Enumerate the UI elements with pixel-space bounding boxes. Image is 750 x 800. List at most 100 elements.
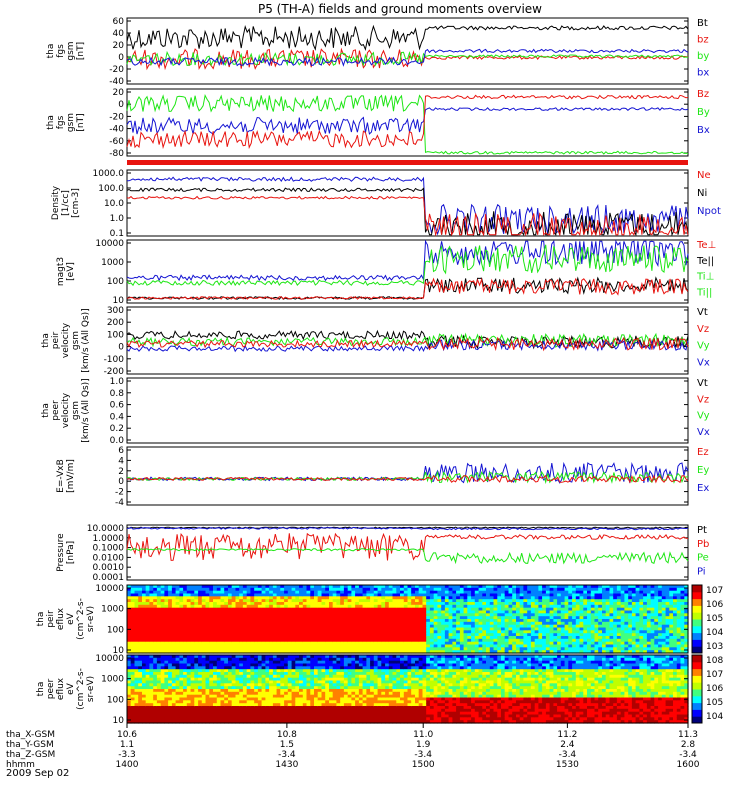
- legend-ni: Ni: [697, 188, 707, 199]
- y-axis-label: sr-eV): [86, 676, 96, 702]
- colorbar-9: 107 106 105 104 103: [691, 584, 723, 654]
- panel-1: Bt bz by bx 60 40 20 0 -20 -40 tha fgs gsm [nT]: [46, 17, 709, 87]
- y-axis-label: (cm^2-s-: [76, 668, 86, 710]
- y-axis-label: peer: [46, 678, 56, 699]
- y-axis-label: peir: [51, 331, 61, 349]
- y-axis-label: [km/s (All Qs)]: [81, 378, 91, 442]
- y-tick-label: 300: [107, 306, 124, 316]
- legend-bx: bx: [697, 68, 709, 79]
- y-tick-label: -40: [109, 125, 124, 135]
- panel-frame: [126, 239, 689, 304]
- x-axis-value: -3.4: [278, 750, 296, 760]
- y-axis-label: eflux: [56, 607, 66, 630]
- y-tick-label: 0.1000: [93, 544, 125, 554]
- ex-trace: [126, 461, 689, 484]
- y-tick-label: 100: [107, 695, 124, 705]
- y-tick-label: 10.0000: [87, 524, 124, 534]
- y-tick-label: -200: [104, 367, 125, 377]
- y-tick-label: -4: [115, 498, 124, 508]
- panel-frame: [126, 88, 689, 157]
- legend-ti: Ti||: [696, 287, 712, 298]
- legend-te: Te⊥: [696, 240, 716, 251]
- y-tick-label: 0: [118, 477, 124, 487]
- y-tick-label: 0: [118, 343, 124, 353]
- y-tick-label: 0.2: [110, 424, 124, 434]
- y-axis-label: fgs: [56, 115, 66, 129]
- panel-4: Te⊥ Te|| Ti⊥ Ti|| 10000 1000 100 10 magt3 [eV]: [56, 239, 716, 306]
- x-axis-value: 10.8: [277, 730, 297, 740]
- x-axis-value: 2.4: [560, 740, 575, 750]
- y-tick-label: 0.0100: [93, 553, 125, 563]
- y-axis-label: [mV/m]: [66, 459, 76, 493]
- quality-flag-bar: [127, 160, 688, 165]
- legend-bz: Bz: [697, 89, 709, 100]
- legend-vx: Vx: [697, 427, 710, 438]
- legend-by: By: [697, 107, 710, 118]
- legend-vy: Vy: [697, 411, 710, 422]
- Bz-trace: [126, 94, 689, 150]
- x-axis-value: -3.4: [414, 750, 432, 760]
- y-axis-label: eV: [66, 612, 76, 625]
- x-axis-value: 1530: [556, 760, 579, 770]
- pi-trace: [126, 526, 689, 531]
- y-axis-label: tha: [36, 612, 46, 627]
- legend-vy: Vy: [697, 341, 710, 352]
- y-axis-label: eV: [66, 682, 76, 695]
- x-axis-annotation: tha_X-GSM 10.6 10.8 11.0 11.2 11.3 tha_Y-GSM 1.…: [6, 723, 700, 770]
- panel-3: Ne Ni Npot 1000.0 100.0 10.0 1.0 0.1 Density [1/c…: [51, 169, 721, 239]
- pe-trace: [126, 547, 689, 565]
- x-axis-value: 11.3: [678, 730, 698, 740]
- colorbar-tick: 105: [706, 614, 723, 624]
- legend-bz: bz: [697, 35, 709, 46]
- y-tick-label: -20: [109, 112, 124, 122]
- y-axis-label: peir: [46, 610, 56, 628]
- x-axis-value: 1400: [116, 760, 139, 770]
- y-tick-label: 1.0: [110, 377, 125, 387]
- legend-vt: Vt: [697, 378, 708, 389]
- y-tick-label: 1000: [101, 605, 124, 615]
- panel-frame: [126, 17, 689, 85]
- x-axis-value: 1.1: [120, 740, 134, 750]
- y-tick-label: 2: [118, 467, 124, 477]
- vx-peir-trace: [126, 338, 689, 353]
- y-axis-label: tha: [36, 682, 46, 697]
- y-axis-label: [cm-3]: [71, 188, 81, 218]
- y-tick-label: 0.4: [110, 412, 125, 422]
- vz-peir-trace: [126, 336, 689, 352]
- y-axis-label: [eV]: [66, 262, 76, 281]
- y-tick-label: 100: [107, 330, 124, 340]
- y-axis-label: tha: [41, 403, 51, 418]
- y-tick-label: 1.0000: [93, 534, 125, 544]
- y-tick-label: 200: [107, 318, 124, 328]
- y-tick-label: 100.0: [98, 184, 124, 194]
- y-axis-label: eflux: [56, 677, 66, 700]
- x-axis-value: -3.3: [118, 750, 136, 760]
- y-axis-label: fgs: [56, 44, 66, 58]
- colorbar-tick: 104: [706, 712, 723, 722]
- y-axis-label: [1/cc]: [61, 190, 71, 216]
- x-axis-value: 11.2: [557, 730, 577, 740]
- y-axis-label: velocity: [61, 392, 71, 428]
- y-axis-label: peer: [51, 400, 61, 421]
- y-tick-label: -2: [115, 488, 124, 498]
- y-tick-label: 10.0: [104, 199, 124, 209]
- figure-title: P5 (TH-A) fields and ground moments over…: [258, 2, 542, 16]
- y-tick-label: 1.0: [110, 214, 125, 224]
- colorbar-tick: 104: [706, 628, 723, 638]
- y-axis-label: gsm: [71, 401, 81, 420]
- bx-trace: [126, 48, 689, 67]
- y-tick-label: 0.6: [110, 401, 125, 411]
- y-axis-label: (cm^2-s-: [76, 598, 86, 640]
- te-perp-trace: [126, 277, 689, 300]
- legend-ey: Ey: [697, 465, 709, 476]
- legend-vz: Vz: [697, 394, 709, 405]
- y-tick-label: 10: [113, 646, 125, 656]
- colorbar-10: 108 107 106 105 104: [691, 654, 723, 724]
- ti-par-trace: [126, 244, 689, 287]
- y-tick-label: 100: [107, 277, 124, 287]
- y-tick-label: 40: [113, 29, 125, 39]
- legend-vx: Vx: [697, 357, 710, 368]
- legend-npot: Npot: [697, 206, 721, 217]
